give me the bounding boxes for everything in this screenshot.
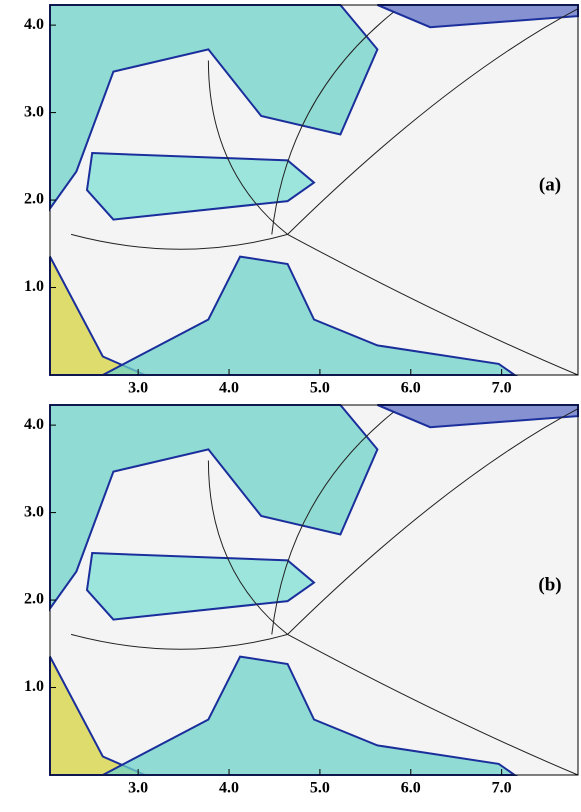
y-tick-label: 1.0: [24, 278, 44, 295]
shock-line: [207, 460, 288, 635]
shock-line: [287, 633, 579, 776]
y-tick-label: 1.0: [24, 678, 44, 695]
y-tick-label: 4.0: [24, 16, 44, 33]
shock-line: [287, 233, 579, 376]
x-tick-label: 5.0: [310, 380, 330, 397]
vortex-region: [102, 255, 518, 376]
shock-line: [287, 408, 579, 635]
y-tick-label: 4.0: [24, 416, 44, 433]
plot-frame: [49, 4, 579, 376]
x-tick-label: 7.0: [492, 380, 512, 397]
x-tick-label: 5.0: [310, 780, 330, 797]
shock-line: [271, 12, 394, 235]
x-tick-label: 3.0: [128, 380, 148, 397]
vortex-region: [49, 4, 379, 212]
field: [49, 4, 579, 376]
field: [49, 404, 579, 776]
vortex-region: [102, 655, 518, 776]
x-tick-label: 3.0: [128, 780, 148, 797]
panel-label: (a): [539, 175, 561, 196]
x-tick-label: 7.0: [492, 780, 512, 797]
x-tick-label: 6.0: [401, 380, 421, 397]
vortex-region: [85, 151, 316, 221]
vortex-region: [49, 404, 379, 612]
shock-line: [70, 233, 288, 250]
y-tick-label: 2.0: [24, 191, 44, 208]
plot-frame: [49, 404, 579, 776]
shock-line: [287, 8, 579, 235]
shock-line: [207, 60, 288, 235]
shock-line: [271, 412, 394, 635]
x-tick-label: 6.0: [401, 780, 421, 797]
x-tick-label: 4.0: [219, 380, 239, 397]
panel-label: (b): [538, 575, 561, 596]
vortex-region: [85, 551, 316, 621]
y-tick-label: 2.0: [24, 591, 44, 608]
shock-line: [70, 633, 288, 650]
y-tick-label: 3.0: [24, 503, 44, 520]
y-tick-label: 3.0: [24, 103, 44, 120]
x-tick-label: 4.0: [219, 780, 239, 797]
